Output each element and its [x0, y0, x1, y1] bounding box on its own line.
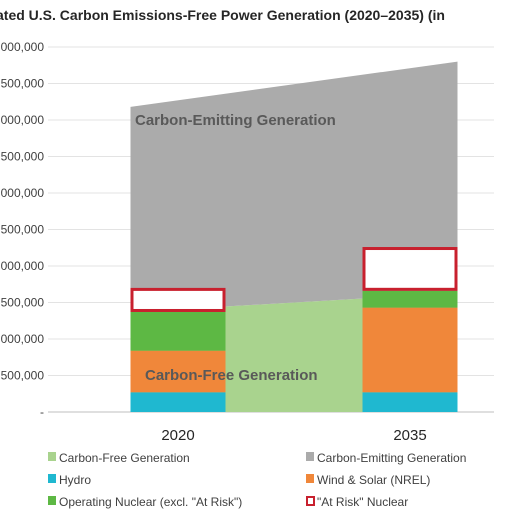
legend-label: Carbon-Emitting Generation [317, 451, 466, 465]
legend-label: Hydro [59, 473, 91, 487]
y-axis-ticks: - 500,000 000,000 500,000 000,000 500,000 000,… [1, 40, 45, 419]
legend-item: Wind & Solar (NREL) [306, 473, 430, 487]
annotation-carbon-free: Carbon-Free Generation [145, 367, 318, 384]
y-tick-label: 000,000 [1, 40, 45, 54]
x-tick-label: 2035 [393, 427, 426, 444]
legend-label: "At Risk" Nuclear [317, 495, 408, 509]
y-tick-label: 500,000 [1, 223, 45, 237]
y-tick-label: - [40, 405, 44, 419]
y-tick-label: 000,000 [1, 186, 45, 200]
legend-item: Hydro [48, 473, 91, 487]
legend-label: Wind & Solar (NREL) [317, 473, 430, 487]
legend-swatch [48, 496, 56, 505]
legend-item: Carbon-Free Generation [48, 451, 190, 465]
bar--at-risk-nuclear-2020 [130, 287, 226, 312]
legend-swatch [306, 496, 315, 506]
bar-wind-solar-nrel--2020 [130, 350, 226, 393]
bar-hydro-2020 [130, 392, 226, 412]
y-tick-label: 500,000 [1, 77, 45, 91]
legend-label: Operating Nuclear (excl. "At Risk") [59, 495, 242, 509]
legend-item: Carbon-Emitting Generation [306, 451, 466, 465]
y-tick-label: 000,000 [1, 259, 45, 273]
x-axis-ticks: 2020 2035 [161, 427, 426, 444]
y-tick-label: 000,000 [1, 113, 45, 127]
legend-item: Operating Nuclear (excl. "At Risk") [48, 495, 242, 509]
chart-title: ated U.S. Carbon Emissions-Free Power Ge… [0, 7, 445, 23]
annotation-carbon-emitting: Carbon-Emitting Generation [135, 112, 336, 129]
bar-operating-nuclear-excl-at-risk--2020 [130, 311, 226, 351]
legend-swatch [48, 474, 56, 483]
bar-layer [130, 247, 458, 412]
legend: Carbon-Free Generation Carbon-Emitting Ge… [48, 451, 466, 509]
bar-hydro-2035 [362, 392, 458, 412]
legend-item: "At Risk" Nuclear [306, 495, 408, 509]
bar-operating-nuclear-excl-at-risk--2035 [362, 290, 458, 308]
legend-swatch [306, 474, 314, 483]
legend-label: Carbon-Free Generation [59, 451, 190, 465]
y-tick-label: 500,000 [1, 150, 45, 164]
y-tick-label: 000,000 [1, 332, 45, 346]
legend-swatch [48, 452, 56, 461]
y-tick-label: 500,000 [1, 296, 45, 310]
bar--at-risk-nuclear-2035 [362, 247, 458, 291]
x-tick-label: 2020 [161, 427, 194, 444]
bar-wind-solar-nrel--2035 [362, 307, 458, 393]
legend-swatch [306, 452, 314, 461]
y-tick-label: 500,000 [1, 369, 45, 383]
